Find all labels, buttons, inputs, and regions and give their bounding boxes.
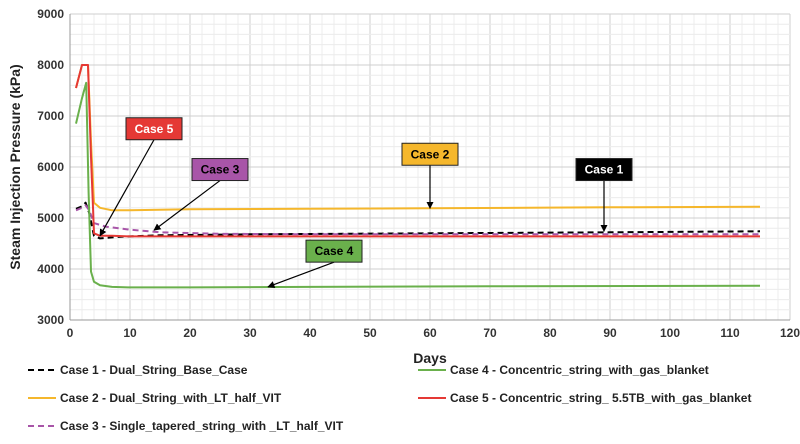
callout-label-case-1: Case 1 <box>585 163 624 177</box>
y-tick-label: 7000 <box>37 109 64 123</box>
series-line-case-3 <box>75 204 760 236</box>
callouts: Case 1 Case 2 Case 3 Case 4 Case 5 <box>99 117 633 288</box>
x-tick-label: 50 <box>363 326 377 340</box>
callout-arrow-case-5 <box>99 139 155 237</box>
callout-box-case-5 <box>125 117 183 141</box>
x-tick-label: 10 <box>123 326 137 340</box>
callout-box-case-1 <box>575 158 633 182</box>
legend-label-case-1: Case 1 - Dual_String_Base_Case <box>60 363 248 377</box>
x-tick-label: 0 <box>67 326 74 340</box>
legend-label-case-3: Case 3 - Single_tapered_string_with _LT_… <box>60 419 344 433</box>
y-axis-title: Steam Injection Pressure (kPa) <box>7 64 23 269</box>
x-axis-title: Days <box>413 350 447 366</box>
x-tick-label: 70 <box>483 326 497 340</box>
callout-box-case-2 <box>401 142 459 166</box>
legend-label-case-2: Case 2 - Dual_String_with_LT_half_VIT <box>60 391 282 405</box>
x-tick-label: 110 <box>720 326 740 340</box>
callout-box-case-4 <box>305 239 363 263</box>
y-tick-label: 9000 <box>37 7 64 21</box>
y-tick-label: 5000 <box>37 211 64 225</box>
legend-label-case-4: Case 4 - Concentric_string_with_gas_blan… <box>450 363 709 377</box>
x-tick-label: 60 <box>423 326 437 340</box>
callout-label-case-2: Case 2 <box>411 147 450 161</box>
x-tick-label: 100 <box>660 326 680 340</box>
y-tick-label: 8000 <box>37 58 64 72</box>
callout-label-case-4: Case 4 <box>315 244 354 258</box>
x-tick-label: 80 <box>543 326 557 340</box>
callout-arrow-case-3 <box>153 180 221 231</box>
callout-label-case-5: Case 5 <box>135 122 174 136</box>
callout-label-case-3: Case 3 <box>201 163 240 177</box>
y-tick-label: 6000 <box>37 160 64 174</box>
x-tick-label: 20 <box>183 326 197 340</box>
x-tick-label: 90 <box>603 326 617 340</box>
series-line-case-1 <box>75 201 761 240</box>
legend: Case 1 - Dual_String_Base_Case Case 2 - D… <box>28 363 751 433</box>
x-tick-label: 40 <box>303 326 317 340</box>
x-tick-label: 120 <box>780 326 800 340</box>
callout-arrow-case-4 <box>267 261 335 288</box>
legend-label-case-5: Case 5 - Concentric_string_ 5.5TB_with_g… <box>450 391 751 405</box>
series-line-case-4 <box>75 81 761 289</box>
axes: 0 10 20 30 40 50 60 70 80 90 100 110 120 3000 4000 5000… <box>37 7 800 340</box>
x-tick-label: 30 <box>243 326 257 340</box>
y-tick-label: 4000 <box>37 262 64 276</box>
y-tick-label: 3000 <box>37 313 64 327</box>
callout-box-case-3 <box>191 158 249 182</box>
